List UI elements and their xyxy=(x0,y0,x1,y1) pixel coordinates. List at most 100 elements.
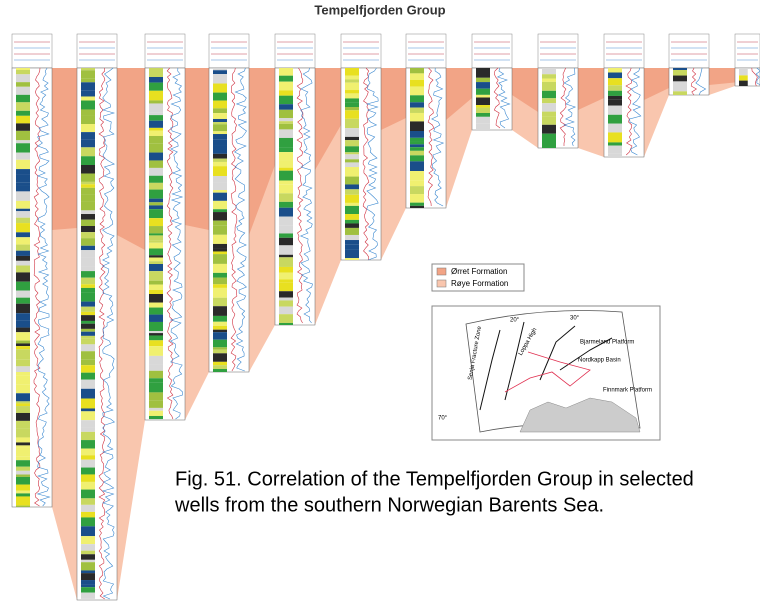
lithology xyxy=(608,142,622,146)
lithology xyxy=(608,105,622,115)
lithology xyxy=(345,110,359,119)
lithology xyxy=(345,244,359,250)
lithology xyxy=(149,410,163,416)
well-header xyxy=(668,33,710,69)
lithology xyxy=(279,152,293,161)
lithology xyxy=(410,79,424,87)
lithology xyxy=(16,217,30,224)
legend-label: Røye Formation xyxy=(451,279,508,288)
lithology xyxy=(149,382,163,393)
lithology xyxy=(81,173,95,182)
lithology xyxy=(16,332,30,341)
lithology xyxy=(542,116,556,125)
lithology xyxy=(149,370,163,379)
lithology xyxy=(149,340,163,347)
lithology xyxy=(149,120,163,128)
legend-swatch xyxy=(436,267,447,276)
lithology xyxy=(608,123,622,133)
lithology xyxy=(149,202,163,206)
lithology xyxy=(213,92,227,101)
lithology xyxy=(542,141,556,148)
lithology xyxy=(149,182,163,190)
lithology xyxy=(81,562,95,571)
lithology xyxy=(149,302,163,308)
lithology xyxy=(16,343,30,347)
map-label: 30° xyxy=(570,316,580,322)
legend-swatch xyxy=(436,279,447,288)
lithology xyxy=(16,102,30,111)
lithology xyxy=(279,104,293,110)
log-curve xyxy=(33,67,41,507)
lithology xyxy=(81,323,95,329)
lithology xyxy=(213,182,227,191)
log-curve xyxy=(690,67,697,96)
lithology xyxy=(81,271,95,278)
lithology xyxy=(149,261,163,264)
lithology xyxy=(16,110,30,116)
lithology xyxy=(279,180,293,185)
lithology xyxy=(345,176,359,185)
lithology xyxy=(213,122,227,125)
lithology xyxy=(410,137,424,142)
lithology xyxy=(81,498,95,505)
lithology xyxy=(213,368,227,372)
lithology xyxy=(149,263,163,272)
lithology xyxy=(213,339,227,348)
lithology xyxy=(149,76,163,83)
lithology xyxy=(81,70,95,79)
lithology xyxy=(149,364,163,371)
lithology xyxy=(410,180,424,187)
lithology xyxy=(608,68,622,73)
lithology xyxy=(542,133,556,142)
lithology xyxy=(345,219,359,224)
lithology xyxy=(81,440,95,449)
lithology xyxy=(345,184,359,190)
lithology xyxy=(16,115,30,124)
lithology xyxy=(16,384,30,394)
lithology xyxy=(81,124,95,133)
lithology xyxy=(81,517,95,527)
lithology xyxy=(81,147,95,157)
lithology xyxy=(213,161,227,167)
lithology xyxy=(81,431,95,441)
lithology xyxy=(213,158,227,162)
lithology xyxy=(279,170,293,181)
lithology xyxy=(16,185,30,192)
lithology xyxy=(279,121,293,124)
lithology xyxy=(213,321,227,326)
lithology xyxy=(16,174,30,183)
lithology xyxy=(16,493,30,497)
lithology xyxy=(81,306,95,312)
lithology xyxy=(345,102,359,108)
map-label: Finnmark Platform xyxy=(603,388,652,394)
lithology xyxy=(81,372,95,380)
lithology xyxy=(279,81,293,91)
log-curve xyxy=(36,67,51,507)
lithology xyxy=(279,237,293,246)
lithology xyxy=(16,393,30,402)
lithology xyxy=(81,573,95,581)
lithology xyxy=(81,328,95,332)
lithology xyxy=(16,191,30,201)
lithology xyxy=(81,559,95,563)
lithology xyxy=(16,456,30,461)
lithology xyxy=(16,327,30,333)
lithology xyxy=(16,403,30,407)
lithology xyxy=(16,68,30,71)
lithology xyxy=(16,490,30,494)
lithology xyxy=(279,257,293,267)
lithology xyxy=(608,90,622,96)
lithology xyxy=(213,361,227,366)
lithology xyxy=(16,445,30,448)
lithology xyxy=(16,272,30,282)
lithology xyxy=(81,132,95,140)
lithology xyxy=(279,306,293,315)
lithology xyxy=(213,166,227,176)
lithology xyxy=(345,128,359,137)
lithology xyxy=(345,159,359,163)
lithology xyxy=(149,209,163,219)
lithology xyxy=(542,74,556,79)
lithology xyxy=(410,131,424,138)
lithology xyxy=(81,219,95,227)
lithology xyxy=(410,95,424,103)
